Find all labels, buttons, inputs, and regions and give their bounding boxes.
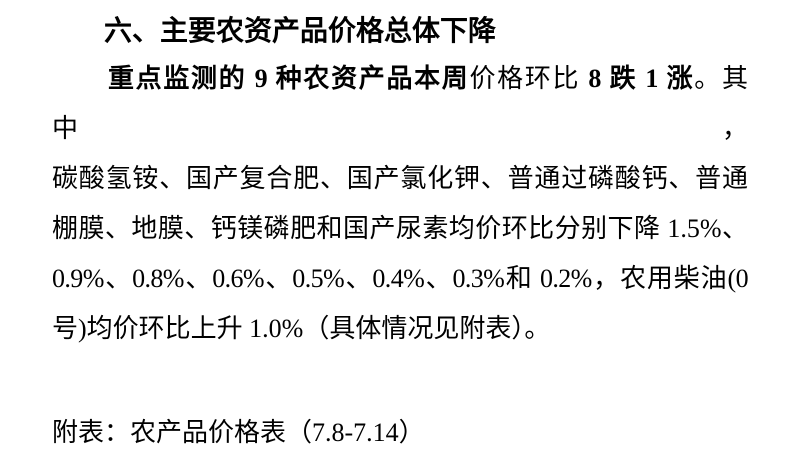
regular-text-run: 价格环比 [469, 64, 581, 93]
paragraph-line-1: 重点监测的 9 种农资产品本周价格环比 8 跌 1 涨。其中， [52, 54, 748, 154]
paragraph-line-3: 棚膜、地膜、钙镁磷肥和国产尿素均价环比分别下降 1.5%、 [52, 214, 748, 243]
bold-text-run: 8 跌 1 涨 [580, 64, 695, 93]
body-paragraph: 重点监测的 9 种农资产品本周价格环比 8 跌 1 涨。其中， 碳酸氢铵、国产复… [52, 54, 749, 354]
paragraph-line-5: 号)均价环比上升 1.0%（具体情况见附表）。 [52, 314, 551, 343]
regular-text-run: 。其中， [52, 64, 748, 143]
appendix-note: 附表：农产品价格表（7.8-7.14） [52, 418, 425, 447]
paragraph-line-4: 0.9%、0.8%、0.6%、0.5%、0.4%、0.3%和 0.2%，农用柴油… [52, 264, 749, 293]
paragraph-line-2: 碳酸氢铵、国产复合肥、国产氯化钾、普通过磷酸钙、普通 [52, 164, 748, 193]
section-heading: 六、主要农资产品价格总体下降 [104, 15, 497, 46]
bold-text-run: 重点监测的 9 种农资产品本周 [108, 64, 470, 93]
